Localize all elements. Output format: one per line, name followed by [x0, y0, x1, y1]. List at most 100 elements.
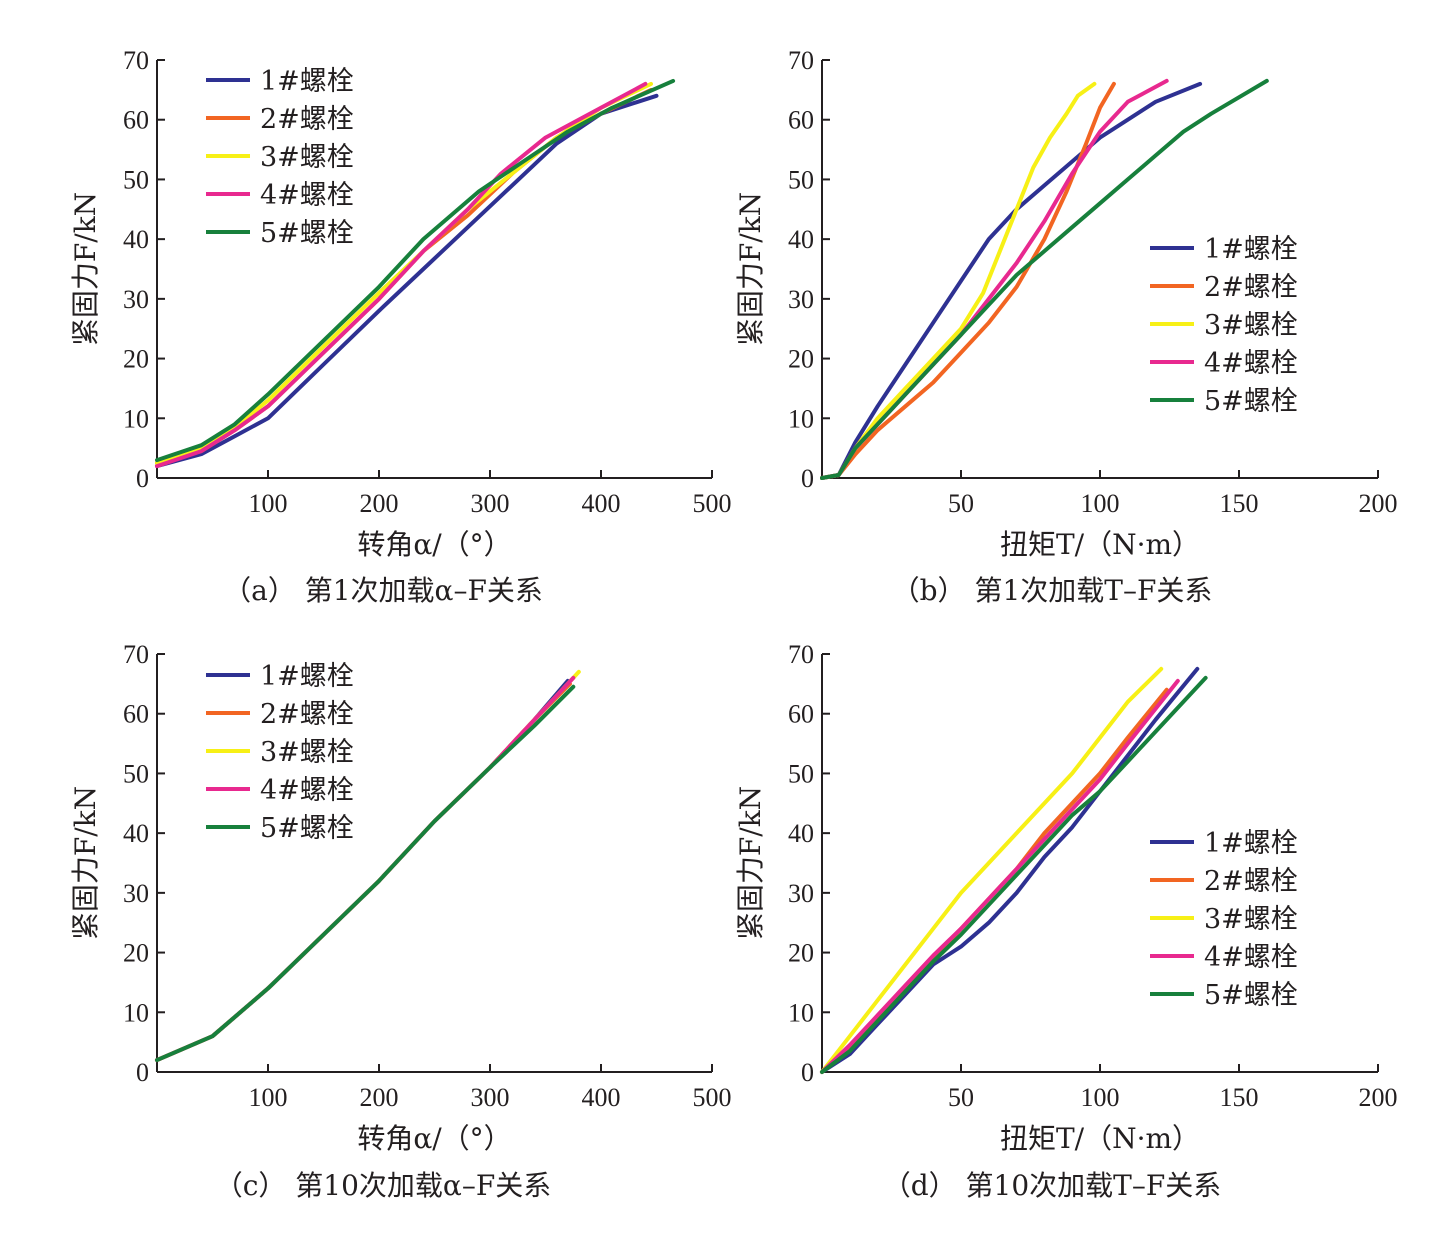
x-tick-label: 500	[693, 1083, 732, 1112]
x-tick-label: 200	[1359, 489, 1398, 518]
x-tick-label: 200	[1359, 1083, 1398, 1112]
chart-panel-2: 0 10 20 30 40 50 60 70 100 200 300 400 500 转角α/（°） 紧固力…	[69, 640, 732, 1202]
series-line-4	[820, 78, 1169, 480]
x-axis-title: 转角α/（°）	[357, 1122, 511, 1155]
legend-label: 1#螺栓	[260, 66, 354, 97]
x-tick-label: 50	[948, 1083, 974, 1112]
y-tick-label: 20	[123, 345, 149, 374]
y-tick-label: 40	[788, 819, 814, 848]
series-line-5	[155, 684, 576, 1063]
legend-label: 5#螺栓	[1204, 386, 1298, 417]
y-tick-label: 0	[136, 1058, 149, 1087]
series-line-4	[155, 675, 576, 1063]
y-tick-label: 0	[801, 464, 814, 493]
y-tick-label: 40	[788, 225, 814, 254]
x-tick-label: 200	[360, 1083, 399, 1112]
x-tick-label: 100	[1081, 489, 1120, 518]
y-tick-label: 60	[123, 106, 149, 135]
panel-caption: （c） 第10次加载α–F关系	[215, 1169, 552, 1202]
series-line-3	[155, 669, 581, 1063]
y-tick-label: 20	[123, 939, 149, 968]
legend-label: 5#螺栓	[260, 813, 354, 844]
legend: 1#螺栓 2#螺栓 3#螺栓 4#螺栓 5#螺栓	[1150, 234, 1298, 417]
y-axis-title: 紧固力F/kN	[69, 786, 102, 940]
y-tick-label: 10	[123, 404, 149, 433]
y-tick-label: 50	[788, 165, 814, 194]
y-axis-title: 紧固力F/kN	[69, 192, 102, 346]
y-tick-label: 70	[123, 640, 149, 669]
legend-label: 3#螺栓	[260, 142, 354, 173]
series-line-4	[820, 678, 1180, 1074]
y-tick-label: 20	[788, 939, 814, 968]
x-tick-label: 500	[693, 489, 732, 518]
y-tick-label: 10	[788, 404, 814, 433]
y-tick-label: 10	[123, 998, 149, 1027]
x-tick-label: 400	[582, 1083, 621, 1112]
legend-label: 3#螺栓	[1204, 904, 1298, 935]
x-axis-title: 扭矩T/（N·m）	[1000, 528, 1200, 561]
x-axis-title: 转角α/（°）	[357, 528, 511, 561]
legend-label: 4#螺栓	[1204, 348, 1298, 379]
legend: 1#螺栓 2#螺栓 3#螺栓 4#螺栓 5#螺栓	[206, 661, 354, 844]
x-tick-label: 150	[1220, 1083, 1259, 1112]
legend-label: 4#螺栓	[260, 180, 354, 211]
x-tick-label: 50	[948, 489, 974, 518]
legend-label: 1#螺栓	[1204, 828, 1298, 859]
series-line-1	[820, 81, 1203, 480]
y-tick-label: 70	[123, 46, 149, 75]
chart-panel-1: 0 10 20 30 40 50 60 70 50 100 150 200 扭矩T/（N·m） 紧固力F/…	[734, 46, 1398, 607]
y-tick-label: 30	[788, 285, 814, 314]
y-tick-label: 50	[123, 759, 149, 788]
y-tick-label: 70	[788, 46, 814, 75]
chart-panel-3: 0 10 20 30 40 50 60 70 50 100 150 200 扭矩T/（N·m） 紧固力F/…	[734, 640, 1398, 1202]
y-tick-label: 50	[123, 165, 149, 194]
x-tick-label: 100	[249, 1083, 288, 1112]
series-line-1	[155, 678, 570, 1063]
y-tick-label: 30	[123, 879, 149, 908]
panel-caption: （a） 第1次加载α–F关系	[223, 574, 543, 607]
legend-label: 2#螺栓	[1204, 272, 1298, 303]
x-tick-label: 400	[582, 489, 621, 518]
x-tick-label: 200	[360, 489, 399, 518]
legend-label: 2#螺栓	[260, 104, 354, 135]
x-tick-label: 150	[1220, 489, 1259, 518]
x-tick-label: 300	[471, 1083, 510, 1112]
y-tick-label: 70	[788, 640, 814, 669]
x-tick-label: 300	[471, 489, 510, 518]
y-tick-label: 40	[123, 225, 149, 254]
x-tick-label: 100	[249, 489, 288, 518]
legend-label: 5#螺栓	[1204, 980, 1298, 1011]
y-tick-label: 60	[123, 700, 149, 729]
y-axis-title: 紧固力F/kN	[734, 786, 767, 940]
legend: 1#螺栓 2#螺栓 3#螺栓 4#螺栓 5#螺栓	[206, 66, 354, 249]
series-line-2	[155, 681, 572, 1063]
legend-label: 1#螺栓	[1204, 234, 1298, 265]
x-axis-title: 扭矩T/（N·m）	[1000, 1122, 1200, 1155]
series-line-5	[155, 78, 676, 463]
series-line-3	[820, 81, 1097, 480]
panel-caption: （d） 第10次加载T–F关系	[883, 1169, 1222, 1202]
legend-label: 3#螺栓	[260, 737, 354, 768]
legend-label: 5#螺栓	[260, 218, 354, 249]
y-tick-label: 30	[788, 879, 814, 908]
y-tick-label: 0	[801, 1058, 814, 1087]
y-tick-label: 30	[123, 285, 149, 314]
y-axis-title: 紧固力F/kN	[734, 192, 767, 346]
y-tick-label: 60	[788, 700, 814, 729]
y-tick-label: 40	[123, 819, 149, 848]
legend-label: 4#螺栓	[260, 775, 354, 806]
y-tick-label: 10	[788, 998, 814, 1027]
series-line-2	[155, 87, 653, 466]
legend-label: 3#螺栓	[1204, 310, 1298, 341]
series-line-3	[820, 666, 1164, 1074]
y-tick-label: 60	[788, 106, 814, 135]
series-line-4	[155, 81, 648, 469]
y-tick-label: 0	[136, 464, 149, 493]
legend-label: 2#螺栓	[260, 699, 354, 730]
series-line-5	[820, 675, 1208, 1074]
chart-panel-0: 0 10 20 30 40 50 60 70 100 200 300 400 500 转角α/（°） 紧固力…	[69, 46, 732, 607]
legend-label: 4#螺栓	[1204, 942, 1298, 973]
series-line-2	[820, 687, 1169, 1074]
legend-label: 2#螺栓	[1204, 866, 1298, 897]
